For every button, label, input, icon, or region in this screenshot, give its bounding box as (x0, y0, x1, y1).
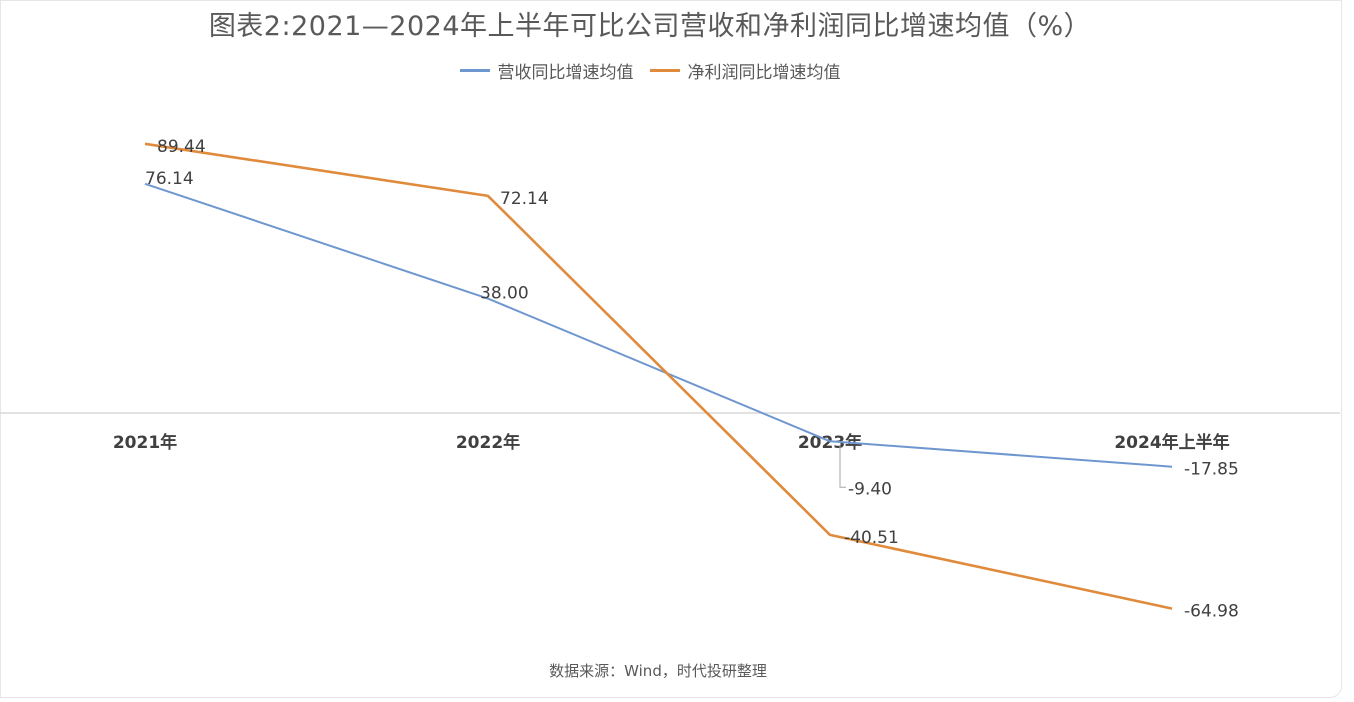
x-tick-label: 2023年 (798, 432, 862, 453)
series-line-profit (144, 142, 1173, 610)
data-label-profit: -64.98 (1184, 602, 1239, 622)
series-line-revenue (144, 182, 1173, 468)
legend-label-profit: 净利润同比增速均值 (687, 63, 841, 83)
data-label-profit: -40.51 (844, 528, 899, 548)
x-tick-label: 2022年 (456, 432, 520, 453)
legend-label-revenue: 营收同比增速均值 (497, 63, 634, 83)
data-label-leader-line (839, 445, 846, 488)
legend-swatch-revenue (459, 69, 490, 72)
data-label-revenue: 38.00 (480, 284, 529, 304)
data-label-revenue: -17.85 (1184, 460, 1239, 480)
legend-item-revenue: 营收同比增速均值 (459, 58, 634, 83)
data-label-revenue: 76.14 (145, 169, 194, 189)
legend-swatch-profit (649, 69, 680, 72)
x-tick-label: 2024年上半年 (1114, 432, 1229, 453)
chart-title: 图表2:2021—2024年上半年可比公司营收和净利润同比增速均值（%） (208, 11, 1092, 42)
x-tick-label: 2021年 (113, 432, 177, 453)
data-label-profit: 89.44 (157, 137, 206, 157)
legend-item-profit: 净利润同比增速均值 (649, 58, 841, 83)
data-label-profit: 72.14 (500, 189, 549, 209)
data-source-note: 数据来源：Wind，时代投研整理 (549, 662, 767, 680)
chart-legend: 营收同比增速均值 净利润同比增速均值 (0, 58, 1300, 83)
data-label-revenue: -9.40 (848, 479, 892, 499)
